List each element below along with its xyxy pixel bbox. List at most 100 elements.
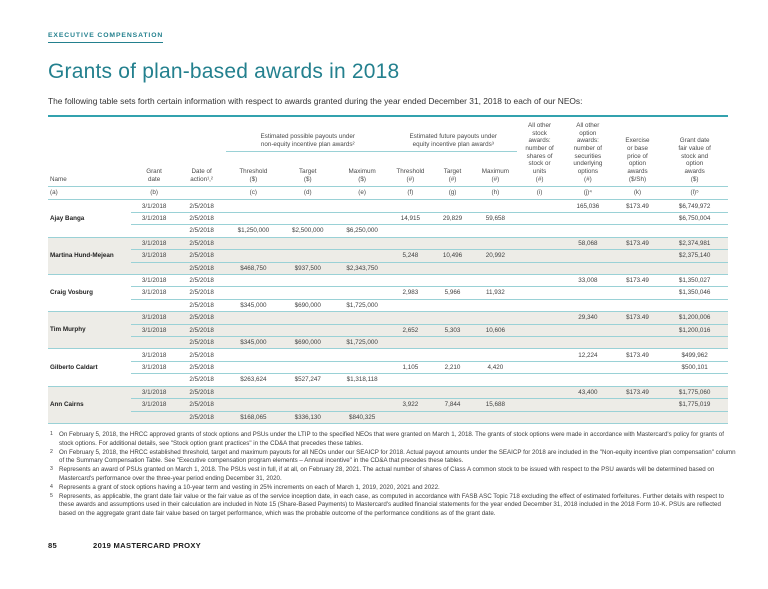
table-cell: [517, 286, 563, 300]
table-cell: $173.49: [613, 311, 662, 325]
table-cell: [280, 274, 335, 288]
footnote-marker: 2: [50, 448, 53, 455]
table-cell: 165,036: [562, 199, 614, 213]
table-body: Ajay Banga 3/1/2018 2/5/2018 165,036 $173.49…: [48, 199, 728, 425]
table-cell: 2/5/2018: [177, 324, 227, 338]
table-cell: [562, 224, 614, 238]
table-row: 3/1/2018 2/5/2018 5,248 10,496 20,992 $2,375,…: [48, 249, 728, 263]
table-row: 2/5/2018 $1,250,000 $2,500,000 $6,250,000: [48, 224, 728, 238]
table-row: 3/1/2018 2/5/2018 14,915 29,829 59,658 $6,750…: [48, 212, 728, 226]
table-cell: [613, 249, 662, 263]
table-cell: [473, 373, 518, 387]
table-cell: [431, 411, 474, 425]
footnotes: 1 On February 5, 2018, the HRCC approved …: [48, 431, 738, 518]
table-cell: 2/5/2018: [177, 249, 227, 263]
column-letter: (j)⁴: [562, 186, 614, 201]
table-cell: 2/5/2018: [177, 274, 227, 288]
table-cell: [613, 373, 662, 387]
column-letter: (b): [130, 186, 178, 201]
table-cell: [517, 411, 563, 425]
table-cell: 2/5/2018: [177, 336, 227, 350]
neo-name: Martina Hund-Mejean: [48, 237, 131, 275]
table-cell: [226, 212, 281, 226]
table-cell: [473, 299, 518, 313]
table-cell: [389, 386, 432, 400]
column-letter: (l)⁵: [661, 186, 728, 201]
table-cell: $1,318,118: [334, 373, 390, 387]
table-cell: $1,200,016: [661, 324, 728, 338]
table-cell: [226, 199, 281, 213]
table-cell: 2/5/2018: [177, 237, 227, 251]
footnote-marker: 3: [50, 466, 53, 473]
table-cell: [431, 336, 474, 350]
table-cell: 3/1/2018: [130, 237, 178, 251]
table-cell: [130, 262, 178, 275]
table-cell: [562, 286, 614, 300]
table-cell: [517, 262, 563, 275]
table-cell: [613, 411, 662, 425]
sub-header-4: Target (#): [431, 151, 474, 187]
table-cell: $2,343,750: [334, 262, 390, 275]
table-cell: [334, 199, 390, 213]
table-cell: [517, 212, 563, 226]
table-cell: [226, 386, 281, 400]
table-cell: $2,374,981: [661, 237, 728, 251]
table-cell: 3/1/2018: [130, 386, 178, 400]
table-cell: 15,688: [473, 398, 518, 412]
table-cell: [280, 237, 335, 251]
page-footer: 85 2019 MASTERCARD PROXY: [48, 541, 201, 550]
table-cell: [661, 336, 728, 350]
table-cell: 2/5/2018: [177, 212, 227, 226]
table-cell: [280, 398, 335, 412]
table-cell: $336,130: [280, 411, 335, 425]
footnote-text: Represents, as applicable, the grant dat…: [59, 492, 724, 517]
table-cell: 43,400: [562, 386, 614, 400]
table-cell: 29,340: [562, 311, 614, 325]
table-cell: $173.49: [613, 386, 662, 400]
table-cell: 58,068: [562, 237, 614, 251]
table-cell: [562, 324, 614, 338]
table-cell: 3/1/2018: [130, 361, 178, 375]
table-row: 2/5/2018 $468,750 $937,500 $2,343,750: [48, 262, 728, 275]
table-cell: [431, 299, 474, 313]
section-eyebrow: EXECUTIVE COMPENSATION: [48, 32, 164, 43]
table-cell: $468,750: [226, 262, 281, 275]
footnote-marker: 5: [50, 492, 53, 499]
group-header-non-equity: Estimated possible payouts under non-equ…: [226, 116, 390, 152]
table-cell: $690,000: [280, 336, 335, 350]
table-cell: 59,658: [473, 212, 518, 226]
table-row: Craig Vosburg 3/1/2018 2/5/2018 33,008 $173.…: [48, 274, 728, 313]
table-cell: $1,350,046: [661, 286, 728, 300]
table-cell: [517, 311, 563, 325]
grants-of-plan-based-awards-table: Name Grant date Date of action¹,² Estimated…: [48, 115, 728, 425]
col-header-grant-date: Grant date: [130, 116, 178, 187]
table-cell: $173.49: [613, 348, 662, 362]
table-cell: $2,375,140: [661, 249, 728, 263]
sub-header-2: Maximum ($): [334, 151, 390, 187]
table-cell: [226, 274, 281, 288]
table-row: Ann Cairns 3/1/2018 2/5/2018 43,400 $173.49 $…: [48, 386, 728, 425]
table-cell: $1,725,000: [334, 336, 390, 350]
table-cell: [473, 224, 518, 238]
table-cell: [517, 361, 563, 375]
table-cell: [130, 299, 178, 313]
table-cell: [562, 336, 614, 350]
table-cell: [613, 224, 662, 238]
table-cell: 2/5/2018: [177, 386, 227, 400]
table-cell: 3/1/2018: [130, 212, 178, 226]
table-cell: [431, 311, 474, 325]
table-row: Ajay Banga 3/1/2018 2/5/2018 165,036 $173.49…: [48, 199, 728, 238]
table-cell: $6,749,972: [661, 199, 728, 213]
table-cell: [280, 212, 335, 226]
table-cell: $2,500,000: [280, 224, 335, 238]
col-header-option-awards: All other option awards: number of secur…: [562, 116, 614, 187]
table-cell: $173.49: [613, 274, 662, 288]
table-cell: $500,101: [661, 361, 728, 375]
table-cell: [613, 212, 662, 226]
table-cell: [334, 348, 390, 362]
table-cell: 10,606: [473, 324, 518, 338]
table-cell: 2/5/2018: [177, 373, 227, 387]
table-cell: [613, 336, 662, 350]
table-cell: [517, 373, 563, 387]
table-cell: 2/5/2018: [177, 286, 227, 300]
